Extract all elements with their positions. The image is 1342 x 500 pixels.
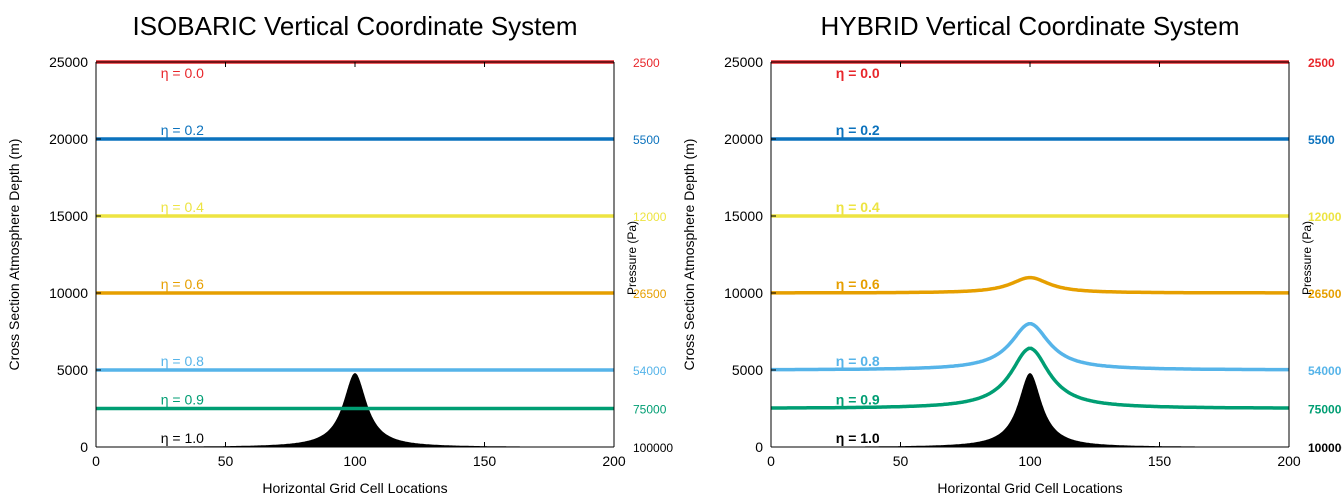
pressure-tick-label: 5500	[633, 133, 660, 147]
series-label: η = 0.4	[836, 199, 880, 215]
x-tick-label: 0	[92, 453, 100, 469]
series-label: η = 0.6	[836, 276, 880, 292]
series-line	[771, 346, 1289, 410]
series-label: η = 0.0	[836, 65, 880, 81]
series-label: η = 0.8	[836, 353, 880, 369]
chart-title: HYBRID Vertical Coordinate System	[820, 11, 1239, 41]
series-line	[771, 322, 1289, 372]
pressure-tick-label: 75000	[1308, 403, 1342, 417]
pressure-tick-label: 100000	[1308, 441, 1342, 455]
x-tick-label: 150	[473, 453, 497, 469]
pressure-tick-label: 54000	[633, 364, 667, 378]
pressure-tick-label: 2500	[633, 56, 660, 70]
y-tick-label: 5000	[57, 362, 88, 378]
x-tick-label: 50	[893, 453, 909, 469]
y-tick-label: 5000	[732, 362, 763, 378]
y-tick-label: 20000	[724, 131, 763, 147]
pressure-tick-label: 5500	[1308, 133, 1335, 147]
series-label: η = 0.6	[161, 276, 204, 292]
y-tick-label: 0	[755, 439, 763, 455]
x-tick-label: 0	[767, 453, 775, 469]
x-axis-label: Horizontal Grid Cell Locations	[937, 480, 1122, 496]
series-label: η = 0.8	[161, 353, 204, 369]
y-tick-label: 25000	[724, 54, 763, 70]
x-tick-label: 100	[1018, 453, 1042, 469]
series-label: η = 0.4	[161, 199, 204, 215]
y2-axis-label: Pressure (Pa)	[625, 221, 639, 295]
y-tick-label: 25000	[49, 54, 88, 70]
y-axis-label: Cross Section Atmosphere Depth (m)	[6, 139, 22, 371]
pressure-tick-label: 12000	[633, 210, 667, 224]
chart-panel-isobaric: η = 0.0 2500 η = 0.2 5500 η = 0.4 12000 η = 0.…	[6, 11, 673, 496]
pressure-tick-label: 12000	[1308, 210, 1342, 224]
series-label: η = 0.9	[836, 392, 880, 408]
y2-axis-label: Pressure (Pa)	[1300, 221, 1314, 295]
x-tick-label: 200	[1277, 453, 1301, 469]
x-tick-label: 200	[602, 453, 626, 469]
y-tick-label: 10000	[49, 285, 88, 301]
x-axis-label: Horizontal Grid Cell Locations	[262, 480, 447, 496]
x-tick-label: 50	[218, 453, 234, 469]
y-tick-label: 10000	[724, 285, 763, 301]
pressure-tick-label: 54000	[1308, 364, 1342, 378]
y-tick-label: 15000	[724, 208, 763, 224]
series-label: η = 0.9	[161, 392, 204, 408]
terrain-fill	[848, 373, 1212, 447]
pressure-tick-label: 75000	[633, 403, 667, 417]
chart-panel-hybrid: η = 0.0 2500 η = 0.2 5500 η = 0.4 12000 η = 0.…	[681, 11, 1342, 496]
y-axis-label: Cross Section Atmosphere Depth (m)	[681, 139, 697, 371]
chart-title: ISOBARIC Vertical Coordinate System	[132, 11, 577, 41]
x-tick-label: 100	[343, 453, 367, 469]
series-label: η = 0.0	[161, 65, 204, 81]
y-tick-label: 15000	[49, 208, 88, 224]
x-tick-label: 150	[1148, 453, 1172, 469]
pressure-tick-label: 26500	[1308, 287, 1342, 301]
pressure-tick-label: 100000	[633, 441, 673, 455]
y-tick-label: 0	[80, 439, 88, 455]
series-label: η = 1.0	[836, 430, 880, 446]
pressure-tick-label: 26500	[633, 287, 667, 301]
series-label: η = 0.2	[836, 122, 880, 138]
series-line	[771, 275, 1289, 295]
series-label: η = 0.2	[161, 122, 204, 138]
pressure-tick-label: 2500	[1308, 56, 1335, 70]
y-tick-label: 20000	[49, 131, 88, 147]
series-label: η = 1.0	[161, 430, 204, 446]
